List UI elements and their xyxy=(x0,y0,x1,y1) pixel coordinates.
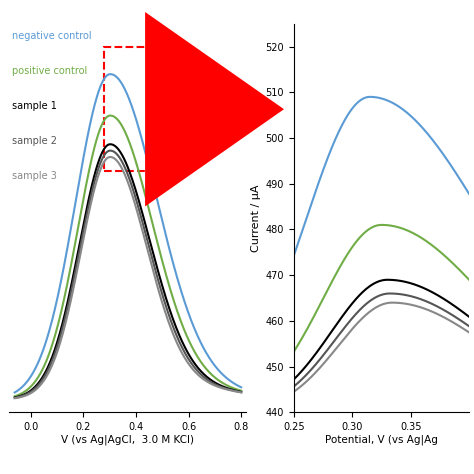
Text: sample 2: sample 2 xyxy=(12,137,57,146)
Text: positive control: positive control xyxy=(12,66,87,76)
Y-axis label: Current / μA: Current / μA xyxy=(251,184,261,252)
X-axis label: V (vs Ag|AgCl,  3.0 M KCl): V (vs Ag|AgCl, 3.0 M KCl) xyxy=(62,435,194,446)
Text: sample 1: sample 1 xyxy=(12,101,57,111)
Text: negative control: negative control xyxy=(12,31,91,41)
X-axis label: Potential, V (vs Ag|Ag: Potential, V (vs Ag|Ag xyxy=(325,435,438,446)
Bar xyxy=(104,47,156,172)
Text: sample 3: sample 3 xyxy=(12,172,57,182)
